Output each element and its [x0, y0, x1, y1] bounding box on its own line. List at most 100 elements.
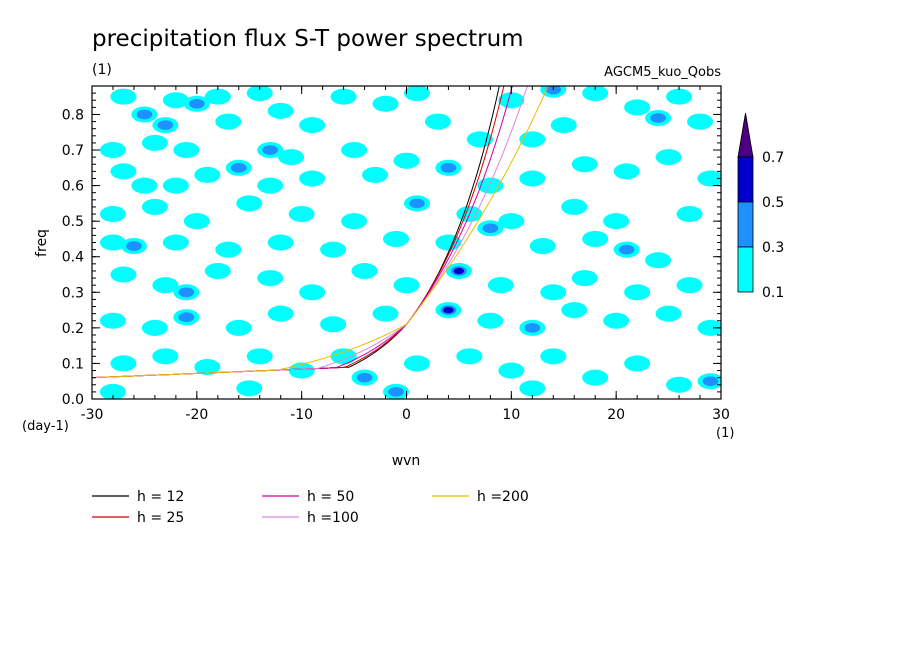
contour-blob-13-level-1	[372, 95, 399, 112]
contour-blob-84-level-1	[676, 277, 703, 294]
contour-blob-46-level-1	[99, 206, 126, 223]
chart-subtitle-left: (1)	[92, 62, 112, 78]
contour-blob-49-level-1	[236, 195, 263, 212]
contour-blob-48-level-1	[183, 213, 210, 230]
contour-blob-99-level-1	[110, 355, 137, 372]
contour-blob-114-level-1	[99, 383, 126, 399]
contour-blob-112-level-1	[666, 376, 693, 393]
y-axis-unit: (day-1)	[22, 419, 69, 434]
contour-blob-89-level-1	[267, 305, 294, 322]
colorbar-swatch-1	[737, 201, 754, 248]
contour-blob-94-level-2	[524, 323, 541, 333]
contour-blob-88-level-1	[225, 319, 252, 336]
contour-blob-41-level-1	[519, 170, 546, 187]
contour-blob-43-level-1	[613, 163, 640, 180]
y-tick-label-0: 0.0	[62, 392, 84, 408]
contour-blob-116-level-2	[388, 387, 404, 397]
contour-blob-98-level-1	[697, 319, 721, 336]
contour-blob-35-level-1	[257, 177, 284, 194]
x-axis-label: wvn	[392, 453, 421, 469]
x-tick-label-6: 30	[712, 407, 730, 423]
y-tick-label-8: 0.8	[62, 107, 84, 123]
contour-blob-102-level-1	[246, 348, 273, 365]
contour-blob-4-level-1	[204, 88, 231, 105]
contour-blob-18-level-1	[582, 86, 609, 102]
contour-blob-34-level-2	[230, 163, 247, 173]
contour-blob-5-level-1	[99, 142, 126, 159]
contour-blob-111-level-1	[624, 355, 651, 372]
x-tick-label-1: -20	[185, 407, 208, 423]
contour-blob-61-level-1	[215, 241, 242, 258]
x-tick-label-3: 0	[402, 407, 411, 423]
y-tick-label-6: 0.6	[62, 179, 84, 195]
contour-blob-68-level-1	[582, 230, 609, 247]
dispersion-curves	[92, 86, 549, 379]
contour-blob-79-level-3	[453, 267, 465, 275]
contour-blob-8-level-1	[173, 142, 200, 159]
contour-blob-103-level-1	[288, 362, 315, 379]
x-axis-unit: (1)	[716, 426, 734, 441]
contour-blob-107-level-1	[456, 348, 483, 365]
contour-blob-2-level-1	[162, 92, 189, 109]
contour-blob-54-level-1	[498, 213, 525, 230]
contour-blob-26-level-1	[299, 117, 326, 134]
y-tick-label-3: 0.3	[62, 285, 84, 301]
contour-blob-75-level-1	[257, 270, 284, 287]
contour-blob-87-level-2	[178, 312, 195, 322]
x-tick-label-2: -10	[290, 407, 313, 423]
contour-blob-55-level-1	[561, 198, 588, 215]
x-axis-ticks: -30 -20 -10 0 10 20 30	[81, 86, 730, 423]
legend-label-4: h =200	[477, 489, 529, 505]
contour-blob-37-level-1	[362, 166, 389, 183]
contour-blob-117-level-1	[519, 380, 546, 397]
contour-blob-73-level-2	[178, 287, 195, 298]
contour-blob-33-level-1	[194, 166, 221, 183]
contour-blob-80-level-1	[487, 277, 514, 294]
legend-label-2: h = 50	[307, 489, 354, 505]
contour-blob-63-level-1	[320, 241, 347, 258]
contour-blob-27-level-2	[262, 145, 279, 155]
colorbar-swatch-2	[737, 156, 754, 203]
contour-blob-24-level-1	[519, 131, 546, 148]
contour-blob-62-level-1	[267, 234, 294, 251]
contour-blob-115-level-1	[236, 380, 263, 397]
contour-blob-22-level-2	[650, 113, 666, 123]
contour-blob-12-level-1	[330, 88, 357, 105]
contour-blob-15-level-1	[424, 113, 451, 130]
y-axis-ticks: 0.0 0.1 0.2 0.3 0.4 0.5 0.6 0.7 0.8	[62, 92, 721, 408]
contour-blob-86-level-1	[141, 319, 168, 336]
y-tick-label-1: 0.1	[62, 356, 84, 372]
contour-blob-101-level-1	[194, 358, 221, 375]
contour-blob-106-level-1	[403, 355, 430, 372]
contour-blob-28-level-1	[341, 142, 368, 159]
contour-blob-45-level-1	[697, 170, 721, 187]
contour-blob-3-level-2	[189, 98, 205, 109]
chart-title: precipitation flux S-T power spectrum	[92, 26, 524, 52]
contour-fill-layer	[99, 86, 721, 399]
contour-blob-23-level-1	[550, 117, 577, 134]
contour-blob-42-level-1	[571, 156, 598, 173]
y-tick-label-5: 0.5	[62, 214, 84, 230]
contour-blob-30-level-1	[110, 163, 137, 180]
colorbar-swatch-0	[737, 246, 754, 293]
contour-blob-93-level-1	[477, 312, 504, 329]
contour-blob-52-level-2	[409, 198, 425, 209]
contour-blob-72-level-1	[152, 277, 179, 294]
contour-blob-6-level-1	[141, 134, 168, 151]
contour-blob-44-level-1	[655, 149, 682, 166]
contour-blob-7-level-2	[157, 120, 174, 130]
contour-blob-14-level-1	[403, 86, 430, 102]
contour-blob-21-level-1	[687, 113, 714, 130]
contour-blob-81-level-1	[540, 284, 567, 301]
contour-blob-51-level-1	[341, 213, 368, 230]
contour-blob-38-level-1	[393, 152, 420, 169]
contour-blob-57-level-1	[676, 206, 703, 223]
contour-blob-32-level-1	[162, 177, 189, 194]
contour-blob-97-level-1	[655, 305, 682, 322]
contour-blob-83-level-1	[624, 284, 651, 301]
contour-blob-92-level-3	[443, 306, 454, 314]
contour-blob-56-level-1	[603, 213, 630, 230]
x-tick-label-4: 10	[502, 407, 520, 423]
contour-blob-39-level-2	[440, 163, 457, 173]
contour-blob-11-level-1	[267, 102, 294, 119]
